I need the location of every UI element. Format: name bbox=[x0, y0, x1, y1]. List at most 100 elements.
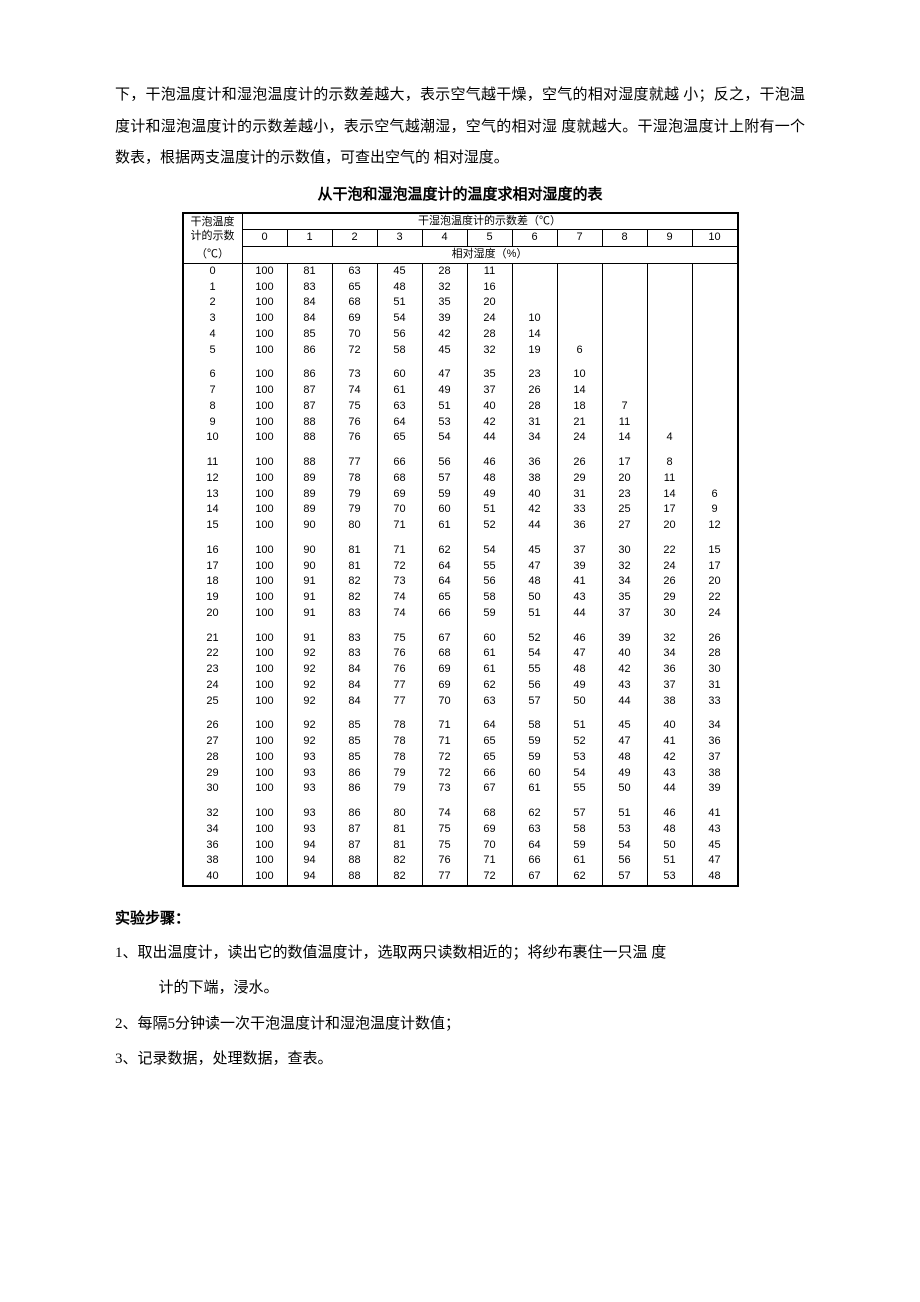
table-row: 3010093867973676155504439 bbox=[183, 781, 738, 797]
cell bbox=[647, 383, 692, 399]
row-temp: 11 bbox=[183, 455, 243, 471]
cell: 50 bbox=[557, 694, 602, 710]
cell: 92 bbox=[287, 662, 332, 678]
row-temp: 27 bbox=[183, 734, 243, 750]
cell: 82 bbox=[332, 590, 377, 606]
cell: 75 bbox=[422, 838, 467, 854]
row-temp: 28 bbox=[183, 750, 243, 766]
cell: 82 bbox=[332, 574, 377, 590]
cell: 80 bbox=[377, 806, 422, 822]
cell: 30 bbox=[602, 543, 647, 559]
table-row: 3410093878175696358534843 bbox=[183, 822, 738, 838]
cell: 76 bbox=[422, 853, 467, 869]
cell: 84 bbox=[332, 678, 377, 694]
cell: 79 bbox=[332, 502, 377, 518]
cell: 60 bbox=[422, 502, 467, 518]
cell: 71 bbox=[422, 734, 467, 750]
cell: 34 bbox=[692, 718, 738, 734]
cell: 42 bbox=[602, 662, 647, 678]
cell: 73 bbox=[422, 781, 467, 797]
cell: 58 bbox=[557, 822, 602, 838]
cell: 21 bbox=[557, 415, 602, 431]
cell bbox=[512, 263, 557, 279]
cell: 24 bbox=[557, 430, 602, 446]
row-temp: 22 bbox=[183, 646, 243, 662]
cell: 100 bbox=[242, 574, 287, 590]
cell: 66 bbox=[467, 766, 512, 782]
cell bbox=[692, 263, 738, 279]
cell: 43 bbox=[602, 678, 647, 694]
cell: 76 bbox=[377, 662, 422, 678]
cell: 40 bbox=[467, 399, 512, 415]
cell: 100 bbox=[242, 263, 287, 279]
cell: 61 bbox=[467, 662, 512, 678]
cell: 67 bbox=[422, 631, 467, 647]
cell: 93 bbox=[287, 781, 332, 797]
row-temp: 25 bbox=[183, 694, 243, 710]
cell: 100 bbox=[242, 487, 287, 503]
spacer-row bbox=[183, 358, 738, 367]
row-header-l1: 干泡温度 bbox=[191, 216, 235, 228]
cell: 69 bbox=[422, 662, 467, 678]
table-title: 从干泡和湿泡温度计的温度求相对湿度的表 bbox=[115, 183, 805, 204]
cell: 10 bbox=[512, 311, 557, 327]
cell: 31 bbox=[512, 415, 557, 431]
row-temp: 23 bbox=[183, 662, 243, 678]
cell: 56 bbox=[422, 455, 467, 471]
cell: 63 bbox=[332, 263, 377, 279]
cell: 100 bbox=[242, 869, 287, 886]
col-5: 5 bbox=[467, 230, 512, 247]
cell: 65 bbox=[332, 280, 377, 296]
cell: 39 bbox=[422, 311, 467, 327]
cell: 20 bbox=[692, 574, 738, 590]
cell: 22 bbox=[692, 590, 738, 606]
cell: 70 bbox=[467, 838, 512, 854]
cell: 70 bbox=[377, 502, 422, 518]
cell: 58 bbox=[377, 343, 422, 359]
table-row: 1710090817264554739322417 bbox=[183, 559, 738, 575]
cell: 83 bbox=[287, 280, 332, 296]
cell: 57 bbox=[557, 806, 602, 822]
cell: 61 bbox=[467, 646, 512, 662]
cell: 28 bbox=[512, 399, 557, 415]
cell: 82 bbox=[377, 869, 422, 886]
cell: 42 bbox=[512, 502, 557, 518]
row-temp: 9 bbox=[183, 415, 243, 431]
row-temp: 17 bbox=[183, 559, 243, 575]
row-temp: 6 bbox=[183, 367, 243, 383]
cell: 94 bbox=[287, 853, 332, 869]
table-row: 1910091827465585043352922 bbox=[183, 590, 738, 606]
row-temp: 13 bbox=[183, 487, 243, 503]
table-row: 8100877563514028187 bbox=[183, 399, 738, 415]
cell: 78 bbox=[377, 718, 422, 734]
cell: 88 bbox=[332, 853, 377, 869]
cell: 64 bbox=[512, 838, 557, 854]
cell: 89 bbox=[287, 502, 332, 518]
cell: 47 bbox=[602, 734, 647, 750]
cell: 28 bbox=[692, 646, 738, 662]
cell: 60 bbox=[377, 367, 422, 383]
row-header-l2: 计的示数 bbox=[191, 230, 235, 242]
cell: 83 bbox=[332, 606, 377, 622]
table-row: 141008979706051423325179 bbox=[183, 502, 738, 518]
cell: 92 bbox=[287, 678, 332, 694]
table-row: 2810093857872655953484237 bbox=[183, 750, 738, 766]
cell bbox=[512, 280, 557, 296]
cell: 24 bbox=[647, 559, 692, 575]
cell: 42 bbox=[467, 415, 512, 431]
cell: 100 bbox=[242, 822, 287, 838]
cell: 14 bbox=[512, 327, 557, 343]
cell: 69 bbox=[422, 678, 467, 694]
col-7: 7 bbox=[557, 230, 602, 247]
cell: 77 bbox=[377, 678, 422, 694]
cell bbox=[647, 327, 692, 343]
table-row: 3100846954392410 bbox=[183, 311, 738, 327]
cell: 65 bbox=[422, 590, 467, 606]
cell: 94 bbox=[287, 869, 332, 886]
row-temp: 12 bbox=[183, 471, 243, 487]
cell: 74 bbox=[377, 606, 422, 622]
row-temp: 8 bbox=[183, 399, 243, 415]
cell: 44 bbox=[557, 606, 602, 622]
table-row: 2410092847769625649433731 bbox=[183, 678, 738, 694]
table-row: 91008876645342312111 bbox=[183, 415, 738, 431]
